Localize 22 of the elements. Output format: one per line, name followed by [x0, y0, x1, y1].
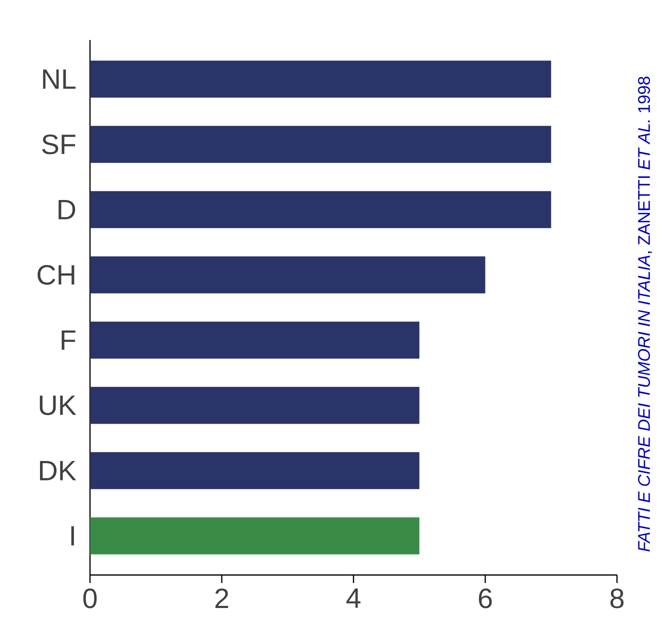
text: FATTI E CIFRE DEI TUMORI IN ITALIA, ZANETTI ET AL. 1998 — [638, 76, 652, 552]
bar — [90, 191, 552, 228]
y-tick-label: NL — [43, 70, 76, 89]
y-tick-label: I — [71, 526, 74, 546]
x-tick-label: 6 — [478, 588, 492, 608]
bar — [90, 126, 552, 163]
y-tick-label: UK — [40, 396, 76, 416]
y-tick-label: F — [62, 330, 76, 350]
x-tick-label: 0 — [83, 588, 97, 608]
x-tick-label: 8 — [610, 588, 624, 608]
x-tick-label: 2 — [215, 588, 228, 608]
y-tick-label: DK — [40, 461, 76, 480]
y-tick-label: CH — [38, 265, 74, 285]
bar — [90, 452, 420, 490]
bar — [90, 256, 486, 294]
bar — [90, 386, 420, 424]
y-tick-label: SF — [42, 134, 76, 154]
bar — [90, 322, 420, 359]
y-tick-label: D — [58, 200, 76, 220]
bar — [90, 60, 552, 98]
bar — [90, 517, 420, 554]
x-tick-label: 4 — [346, 588, 360, 608]
